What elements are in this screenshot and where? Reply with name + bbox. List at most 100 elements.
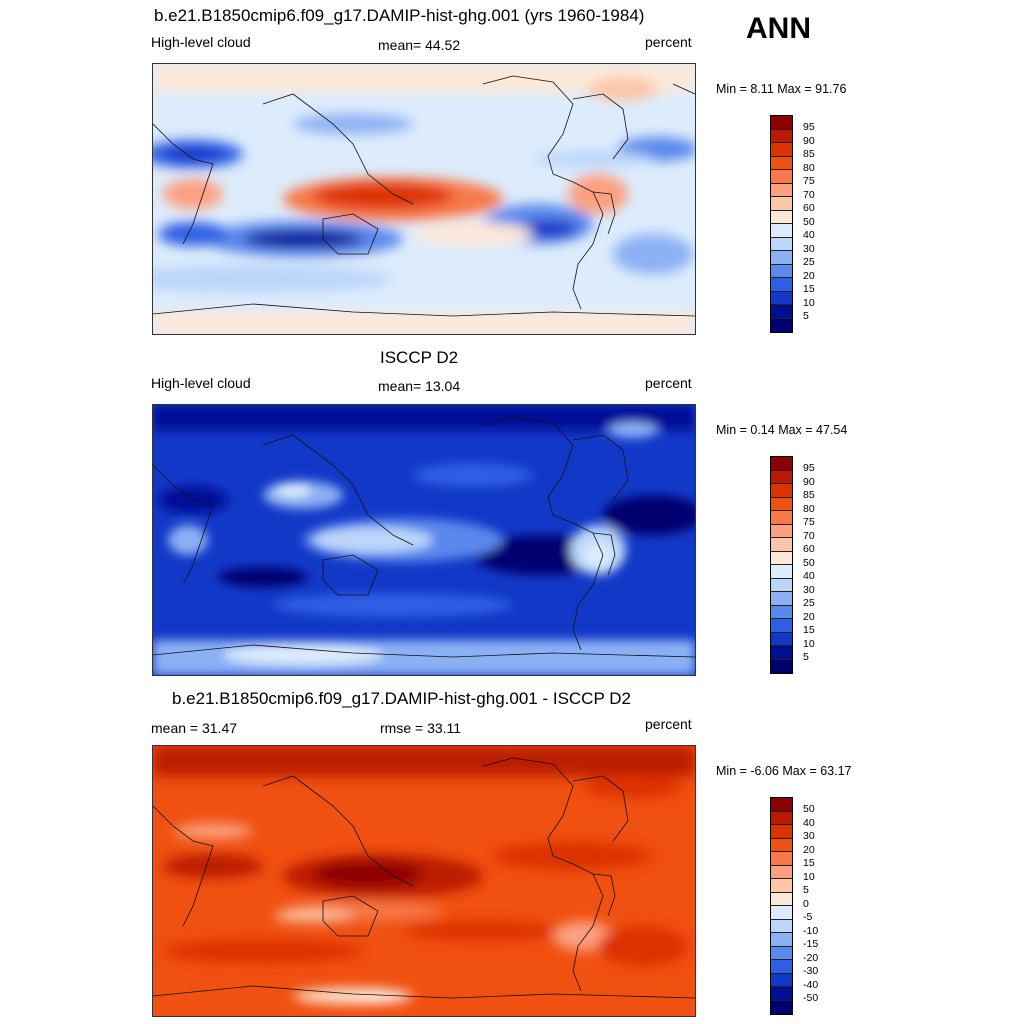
colorbar-tick-label: 30 [803,583,815,596]
colorbar-swatch [771,1000,792,1014]
panel-1-minmax: Min = 8.11 Max = 91.76 [716,82,847,96]
panel-3-units: percent [645,716,692,732]
colorbar-swatch [771,170,792,184]
colorbar-swatch [771,592,792,606]
colorbar-tick-label: -50 [803,992,819,1004]
colorbar-tick-label: 60 [803,202,815,214]
colorbar-tick-label: 40 [803,229,815,241]
colorbar-swatch [771,605,792,619]
colorbar-tick-label: 20 [803,269,815,282]
colorbar-swatch [771,156,792,170]
season-label: ANN [746,12,811,45]
panel-1-colorbar [770,115,793,333]
colorbar-swatch [771,183,792,197]
colorbar-swatch [771,825,792,839]
colorbar-tick-label: 85 [803,489,815,501]
panel-3-colorbar [770,797,793,1015]
colorbar-swatch [771,838,792,852]
colorbar-tick-label: 85 [803,148,815,160]
colorbar-swatch [771,906,792,920]
panel-2-map [152,404,696,676]
colorbar-swatch [771,224,792,238]
panel-3-rmse: rmse = 33.11 [380,720,462,736]
colorbar-tick-label: 40 [803,816,815,829]
panel-2-left-label: High-level cloud [151,375,251,391]
colorbar-tick-label: 15 [803,283,815,295]
colorbar-swatch [771,129,792,143]
colorbar-swatch [771,578,792,592]
colorbar-tick-label: -5 [803,911,813,923]
colorbar-tick-label: 50 [803,556,815,569]
colorbar-swatch [771,892,792,906]
colorbar-swatch [771,197,792,211]
colorbar-tick-label: 25 [803,597,815,609]
panel-1-title: b.e21.B1850cmip6.f09_g17.DAMIP-hist-ghg.… [154,6,645,25]
colorbar-swatch [771,646,792,660]
panel-1-map [152,63,696,335]
colorbar-swatch [771,237,792,251]
panel-2-title: ISCCP D2 [380,348,459,367]
panel-2-minmax: Min = 0.14 Max = 47.54 [716,423,848,437]
colorbar-swatch [771,291,792,305]
colorbar-swatch [771,933,792,947]
colorbar-swatch [771,116,792,130]
colorbar-tick-label: 10 [803,870,815,883]
colorbar-tick-label: 90 [803,134,815,147]
colorbar-tick-label: 30 [803,242,815,255]
colorbar-tick-label: 60 [803,543,815,555]
colorbar-tick-label: 15 [803,624,815,636]
colorbar-swatch [771,551,792,565]
colorbar-swatch [771,565,792,579]
colorbar-tick-label: 50 [803,803,815,815]
colorbar-swatch [771,960,792,974]
colorbar-tick-label: 40 [803,570,815,582]
colorbar-tick-label: 95 [803,121,815,133]
colorbar-tick-label: 90 [803,475,815,488]
colorbar-tick-label: 5 [803,651,809,663]
colorbar-swatch [771,798,792,812]
colorbar-tick-label: 15 [803,857,815,869]
colorbar-tick-label: 5 [803,884,809,896]
colorbar-swatch [771,470,792,484]
colorbar-swatch [771,305,792,319]
colorbar-tick-label: 50 [803,215,815,228]
colorbar-swatch [771,811,792,825]
colorbar-tick-label: 10 [803,637,815,650]
panel-2-mean: mean= 13.04 [378,378,461,394]
colorbar-swatch [771,210,792,224]
colorbar-swatch [771,946,792,960]
colorbar-swatch [771,987,792,1001]
colorbar-swatch [771,524,792,538]
colorbar-swatch [771,973,792,987]
colorbar-swatch [771,919,792,933]
panel-3-title: b.e21.B1850cmip6.f09_g17.DAMIP-hist-ghg.… [172,689,631,708]
colorbar-tick-label: 75 [803,175,815,187]
colorbar-tick-label: -20 [803,951,819,964]
colorbar-tick-label: 70 [803,188,815,201]
colorbar-swatch [771,143,792,157]
colorbar-swatch [771,484,792,498]
colorbar-swatch [771,318,792,332]
colorbar-swatch [771,497,792,511]
colorbar-swatch [771,659,792,673]
colorbar-swatch [771,865,792,879]
colorbar-tick-label: -40 [803,978,819,991]
colorbar-tick-label: 95 [803,462,815,474]
colorbar-tick-label: 70 [803,529,815,542]
colorbar-tick-label: -30 [803,965,819,977]
colorbar-swatch [771,879,792,893]
panel-1-units: percent [645,34,692,50]
panel-3-map [152,745,696,1017]
panel-1-left-label: High-level cloud [151,34,251,50]
colorbar-tick-label: 75 [803,516,815,528]
colorbar-tick-label: 20 [803,843,815,856]
colorbar-swatch [771,511,792,525]
colorbar-swatch [771,264,792,278]
panel-1-mean: mean= 44.52 [378,37,461,53]
colorbar-swatch [771,538,792,552]
colorbar-swatch [771,457,792,471]
colorbar-swatch [771,632,792,646]
colorbar-tick-label: 0 [803,897,809,910]
colorbar-tick-label: 20 [803,610,815,623]
panel-2-colorbar [770,456,793,674]
